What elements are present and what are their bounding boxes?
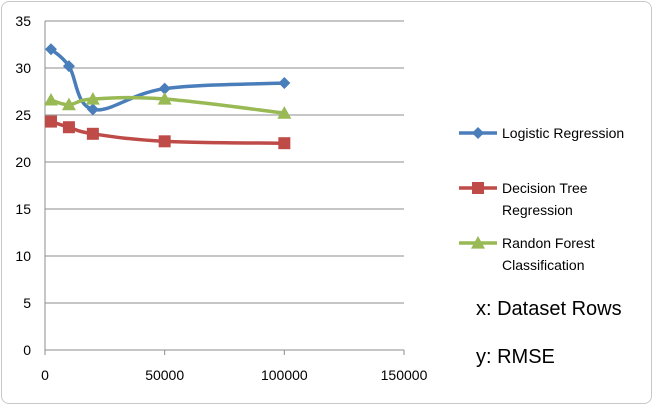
decision-tree-regression-point [44,115,57,128]
y-axis-note: y: RMSE [476,346,555,368]
logistic-regression-point [62,60,75,73]
logistic-regression-point [44,43,57,56]
y-tick-label: 25 [15,107,31,123]
legend-label: Logistic Regression [502,125,624,141]
x-tick-label: 100000 [261,367,308,383]
y-tick-label: 35 [15,13,31,29]
y-tick-label: 15 [15,201,31,217]
legend-label: Randon Forest [502,235,595,251]
randon-forest-classification-point [277,106,292,119]
legend-label: Regression [502,202,573,218]
decision-tree-regression-point [158,135,171,148]
logistic-regression-line [49,47,285,112]
y-tick-label: 10 [15,248,31,264]
y-tick-label: 30 [15,60,31,76]
x-tick-labels: 0 50000 100000 150000 [41,367,427,383]
logistic-regression-point [278,77,291,90]
axes [44,21,405,355]
legend: Logistic Regression Decision Tree Regressi… [459,125,624,273]
decision-tree-regression-point [62,121,75,134]
randon-forest-classification-point [157,92,172,105]
series-lines [49,47,285,145]
x-tick-label: 0 [41,367,49,383]
x-tick-label: 50000 [145,367,184,383]
randon-forest-classification-point [61,97,76,111]
gridlines [45,20,404,304]
y-tick-labels: 0 5 10 15 20 25 30 35 [15,13,31,358]
y-tick-label: 0 [23,342,31,358]
y-tick-label: 5 [23,295,31,311]
decision-tree-regression-point [278,137,291,150]
series-markers [43,43,292,150]
randon-forest-classification-point [43,92,58,106]
x-tick-label: 150000 [381,367,428,383]
randon-forest-classification-point [85,92,100,105]
randon-forest-classification-line [50,95,285,115]
logistic-regression-point [158,82,171,95]
logistic-regression-point [86,103,99,116]
legend-label: Decision Tree [502,180,588,196]
legend-swatch-marker [471,236,485,249]
legend-swatch-marker [472,182,484,194]
legend-label: Classification [502,257,584,273]
x-axis-note: x: Dataset Rows [476,298,622,320]
legend-swatch-marker [472,127,484,139]
decision-tree-regression-point [86,127,99,140]
y-tick-label: 20 [15,154,31,170]
